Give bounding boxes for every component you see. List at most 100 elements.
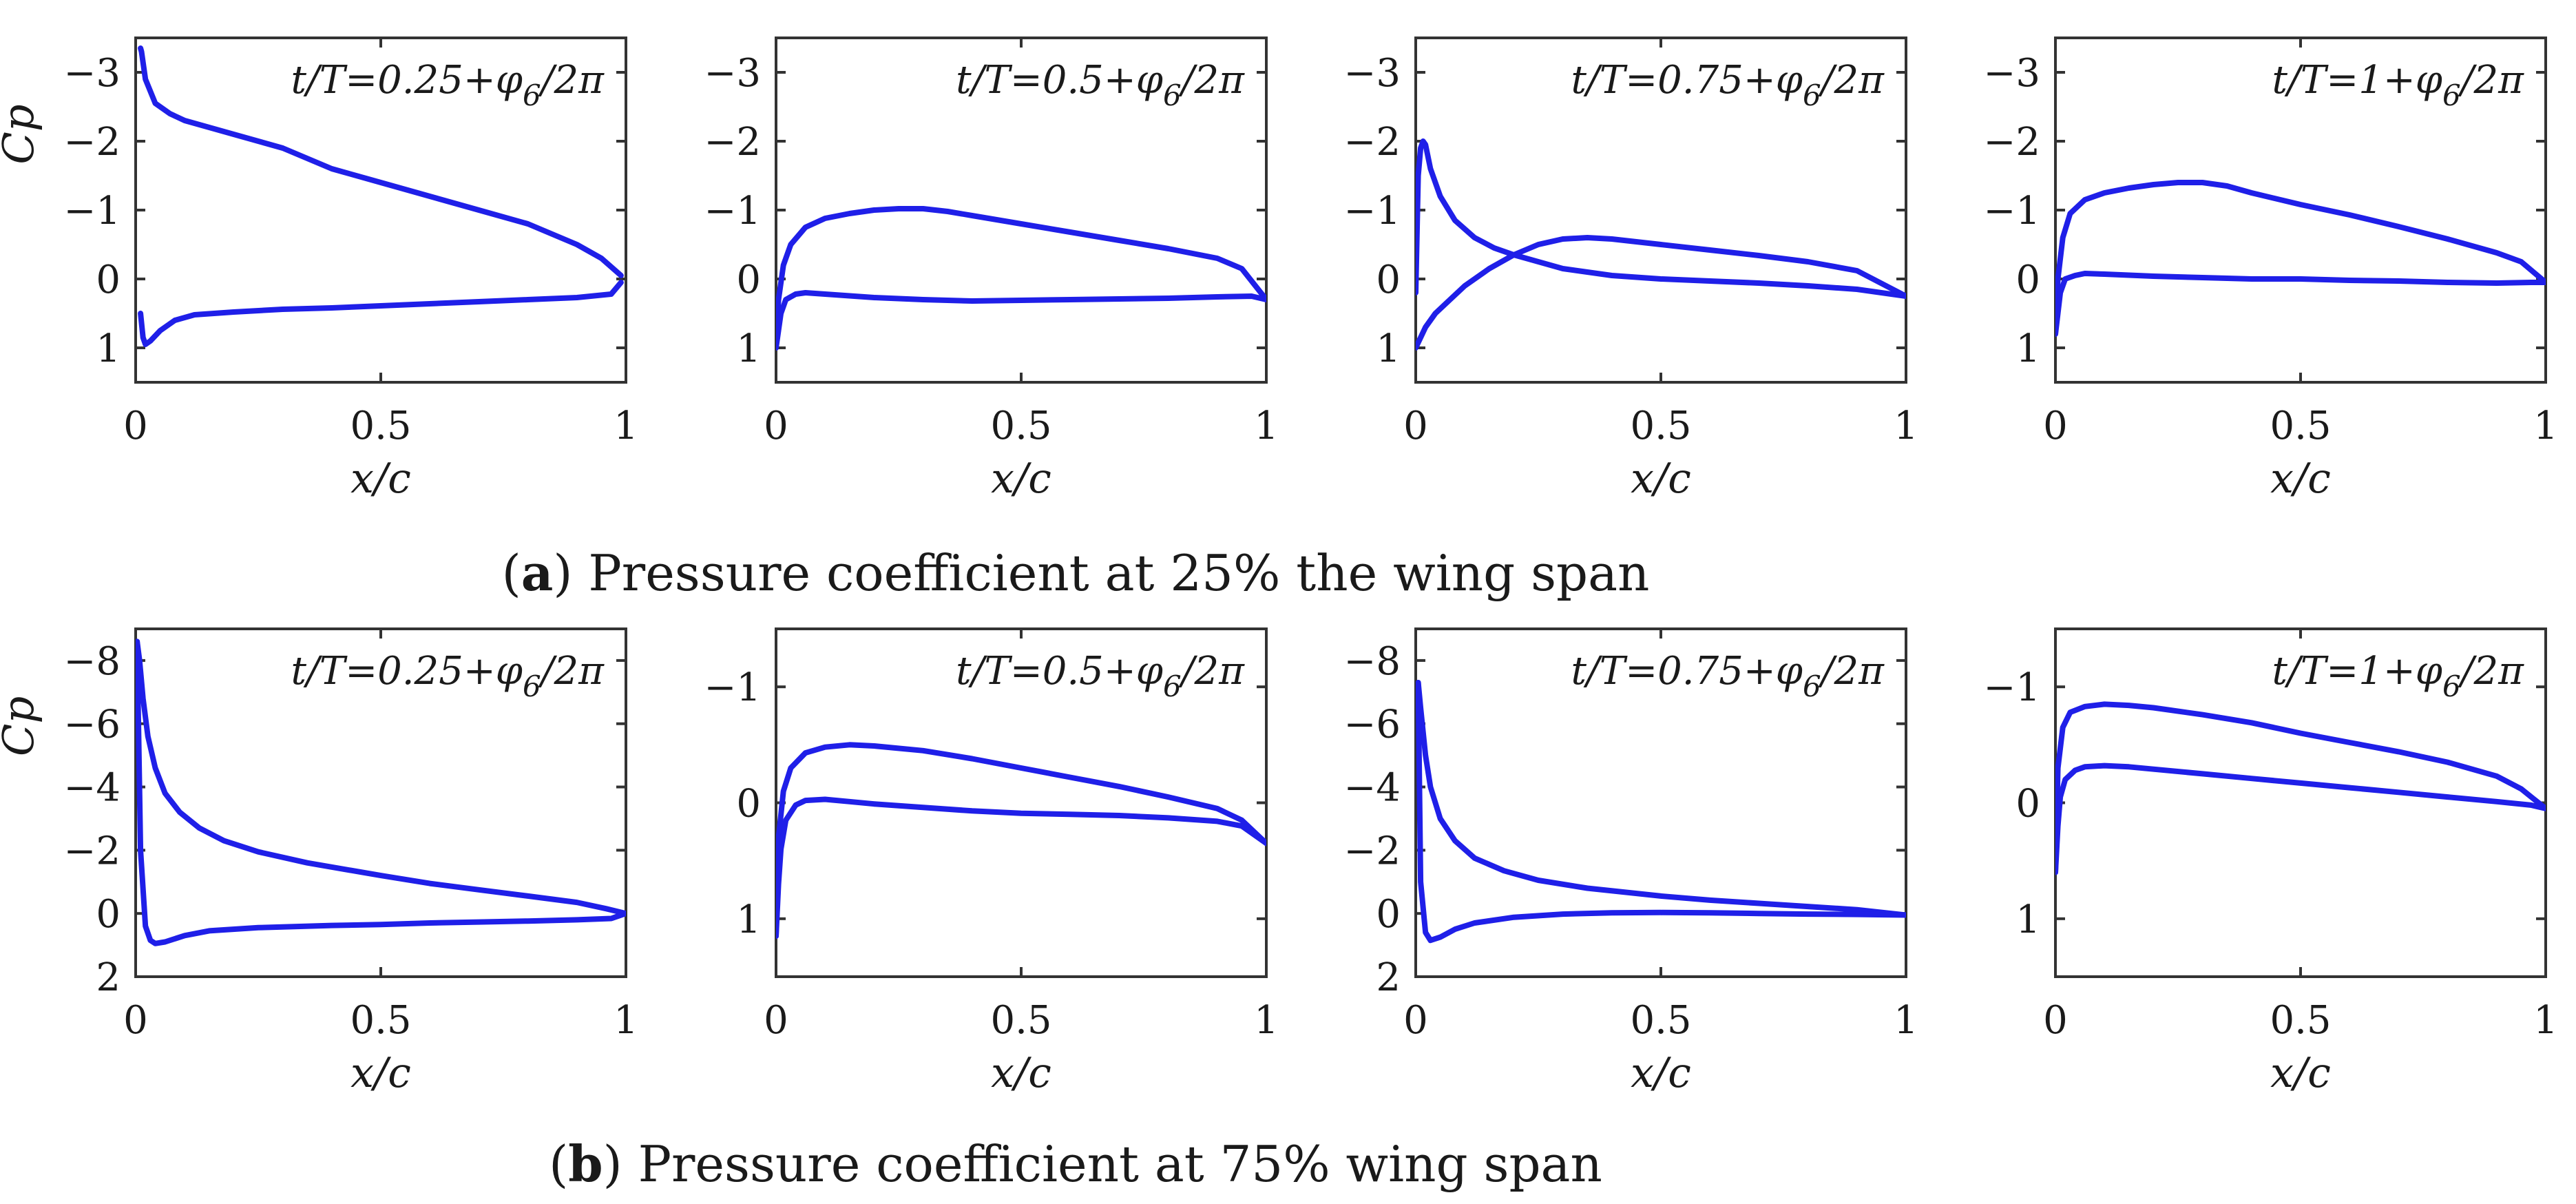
annotation-tail: /2π [1818,649,1885,694]
x-tick-label: 1 [1254,998,1279,1043]
annotation-tail: /2π [1818,58,1885,103]
x-tick-label: 0 [2043,998,2068,1043]
series-lower-line [2055,271,2546,337]
caption-a-text: Pressure coefficient at 25% the wing spa… [588,544,1649,602]
y-tick-label: 0 [96,258,121,302]
series-upper-line [138,45,624,278]
x-tick-label: 1 [2533,404,2558,448]
y-tick-label: 0 [1376,258,1401,302]
x-axis-label: x/c [2270,455,2331,503]
y-tick-label: −3 [1343,51,1401,96]
x-tick-label: 1 [614,404,638,448]
annotation-tail: /2π [2458,649,2524,694]
x-tick-label: 0.5 [1630,998,1691,1043]
annotation-base: t/T=0.25+φ [291,649,522,694]
y-tick-label: 1 [1376,326,1401,371]
series-lower-line [136,639,626,946]
y-tick-label: −2 [63,829,121,873]
y-tick-label: −1 [63,189,121,233]
annotation-base: t/T=0.5+φ [956,58,1163,103]
y-tick-label: −1 [704,665,761,710]
y-tick-label: 0 [736,258,761,302]
annotation-subscript: 6 [2442,670,2461,703]
annotation-tail: /2π [538,58,605,103]
chart-panel-b2: 0 0.5 1 −1 0 1 x/c t/T=0.5+φ6/2π [704,627,1279,1097]
x-tick-label: 0 [764,998,788,1043]
x-tick-label: 0.5 [350,998,411,1043]
x-tick-label: 0.5 [2270,404,2331,448]
time-annotation: t/T=0.5+φ6/2π [956,58,1245,112]
series-lower-line [1416,235,1906,351]
series-upper-line [136,639,626,917]
y-tick-label: −4 [1343,766,1401,811]
y-tick-label: −3 [704,51,761,96]
x-tick-label: 0 [1403,998,1428,1043]
y-tick-label: −1 [1343,189,1401,233]
annotation-base: t/T=0.25+φ [291,58,522,103]
x-tick-label: 1 [2533,998,2558,1043]
annotation-base: t/T=0.75+φ [1571,58,1802,103]
x-axis-label: x/c [350,1049,411,1097]
x-tick-label: 0 [2043,404,2068,448]
x-tick-label: 0.5 [2270,998,2331,1043]
y-tick-label: −2 [63,120,121,165]
time-annotation: t/T=1+φ6/2π [2272,649,2525,703]
y-tick-label: −4 [63,766,121,811]
y-tick-label: 0 [2015,258,2040,302]
y-tick-label: 0 [96,892,121,937]
y-tick-label: −6 [63,703,121,747]
annotation-tail: /2π [1178,58,1245,103]
x-axis-label: x/c [991,455,1051,503]
y-tick-label: 1 [736,897,761,942]
x-tick-label: 0.5 [990,404,1051,448]
time-annotation: t/T=0.25+φ6/2π [291,649,605,703]
x-tick-label: 1 [614,998,638,1043]
series-lower-line [1416,680,1906,944]
x-tick-label: 1 [1894,404,1918,448]
annotation-tail: /2π [538,649,605,694]
x-tick-label: 1 [1894,998,1918,1043]
caption-b-text: Pressure coefficient at 75% wing span [638,1135,1602,1193]
y-tick-label: 0 [736,782,761,827]
y-tick-label: −2 [1343,120,1401,165]
series-upper-line [776,206,1266,351]
y-axis-label: Cp [0,104,43,164]
y-tick-label: −3 [1983,51,2040,96]
y-tick-label: −2 [1983,120,2040,165]
annotation-base: t/T=1+φ [2272,649,2442,694]
annotation-base: t/T=1+φ [2272,58,2442,103]
y-tick-label: 1 [2015,897,2040,942]
y-tick-label: −1 [704,189,761,233]
y-tick-label: 0 [2015,782,2040,827]
annotation-subscript: 6 [1163,79,1182,112]
series-upper-line [2055,180,2546,337]
y-axis-label: Cp [0,696,43,756]
series-upper-line [2055,701,2546,875]
time-annotation: t/T=1+φ6/2π [2272,58,2525,112]
x-tick-label: 0 [764,404,788,448]
annotation-subscript: 6 [1163,670,1182,703]
series-lower-line [776,290,1266,351]
caption-b: (b) Pressure coefficient at 75% wing spa… [549,1134,1602,1193]
x-tick-label: 0 [123,998,148,1043]
annotation-base: t/T=0.75+φ [1571,649,1802,694]
annotation-tail: /2π [1178,649,1245,694]
x-axis-label: x/c [1631,1049,1691,1097]
annotation-base: t/T=0.5+φ [956,649,1163,694]
annotation-subscript: 6 [2442,79,2461,112]
x-tick-label: 0 [1403,404,1428,448]
y-tick-label: 2 [1376,955,1401,1000]
annotation-subscript: 6 [523,79,541,112]
y-tick-label: −8 [63,639,121,684]
y-tick-label: −2 [1343,829,1401,873]
series-upper-line [776,742,1266,940]
time-annotation: t/T=0.75+φ6/2π [1571,649,1885,703]
annotation-subscript: 6 [1803,79,1821,112]
x-axis-label: x/c [991,1049,1051,1097]
